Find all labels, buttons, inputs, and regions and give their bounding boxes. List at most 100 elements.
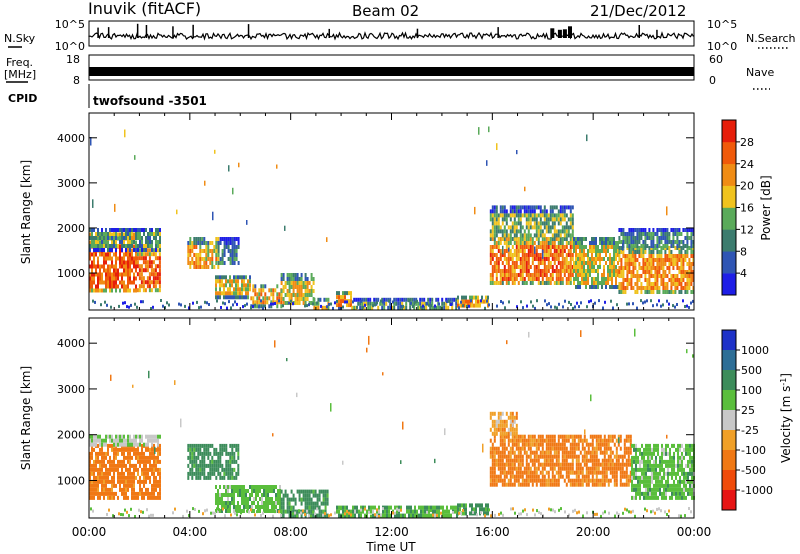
velocity-cell-region-8 bbox=[645, 447, 647, 452]
power-cell-region-1 bbox=[142, 256, 145, 261]
velocity-cell-region-3 bbox=[253, 485, 255, 489]
velocity-cell-region-0 bbox=[101, 471, 103, 476]
velocity-cell-region-3 bbox=[257, 493, 259, 497]
velocity-cell-region-7 bbox=[519, 458, 522, 463]
velocity-cell-region-1 bbox=[131, 438, 133, 443]
velocity-cell-region-7 bbox=[551, 434, 554, 439]
velocity-cell-region-7 bbox=[537, 466, 540, 471]
velocity-cell-region-3 bbox=[247, 497, 249, 501]
power-cell-region-12 bbox=[561, 257, 564, 261]
power-cell-region-12 bbox=[559, 277, 562, 281]
velocity-cell-region-8 bbox=[645, 471, 647, 476]
power-cell-region-2 bbox=[151, 248, 153, 252]
velocity-cell-region-7 bbox=[609, 470, 612, 475]
power-cell-region-0 bbox=[119, 280, 121, 285]
power-cell-region-14 bbox=[601, 237, 603, 241]
power-cell-region-12 bbox=[495, 257, 498, 261]
velocity-cell-region-7 bbox=[509, 478, 512, 483]
power-cell-region-5 bbox=[219, 275, 221, 280]
power-cell-region-13 bbox=[503, 225, 506, 230]
velocity-cell-region-4 bbox=[316, 501, 319, 506]
velocity-cell-region-7 bbox=[531, 438, 534, 443]
power-cell-region-15 bbox=[684, 290, 687, 294]
velocity-cell-region-2 bbox=[233, 475, 236, 480]
velocity-cell-region-0 bbox=[101, 491, 103, 496]
velocity-cell-region-0 bbox=[153, 487, 155, 492]
power-cell-region-0 bbox=[131, 260, 133, 265]
power-cell-region-12 bbox=[507, 237, 510, 241]
velocity-cell-region-7 bbox=[513, 458, 516, 463]
velocity-cell-region-8 bbox=[659, 467, 661, 472]
velocity-cell-region-7 bbox=[571, 470, 574, 475]
velocity-cell-region-7 bbox=[595, 478, 598, 483]
power-cell-region-14 bbox=[579, 281, 581, 285]
velocity-cell-region-8 bbox=[633, 483, 635, 488]
velocity-cell-region-7 bbox=[591, 434, 594, 439]
velocity-cell-region-8 bbox=[633, 495, 635, 500]
velocity-cell-region-3 bbox=[267, 485, 269, 489]
power-cell-region-5 bbox=[229, 295, 231, 300]
power-cell-region-6 bbox=[256, 300, 259, 305]
velocity-cell-region-0 bbox=[153, 467, 155, 472]
power-cell-region-12 bbox=[519, 269, 522, 273]
power-cell-region-14 bbox=[617, 261, 619, 265]
power-cell-region-13 bbox=[509, 209, 512, 214]
power-cell-region-14 bbox=[597, 273, 599, 277]
power-cell-region-13 bbox=[519, 205, 522, 210]
velocity-cell-region-3 bbox=[245, 505, 247, 509]
power-cell-region-15 bbox=[658, 258, 661, 262]
velocity-cell-region-7 bbox=[617, 466, 620, 471]
velocity-cell-region-5 bbox=[352, 513, 354, 518]
power-ground-scatter-cell bbox=[392, 300, 394, 304]
power-cell-region-13 bbox=[535, 217, 538, 222]
power-cell-region-15 bbox=[648, 270, 651, 274]
velocity-cell-region-0 bbox=[149, 451, 151, 456]
power-cell-region-7 bbox=[308, 293, 311, 297]
velocity-cell-region-7 bbox=[549, 466, 552, 471]
velocity-cell-region-7 bbox=[571, 446, 574, 451]
power-ground-scatter-cell bbox=[106, 303, 108, 307]
velocity-cell-region-0 bbox=[101, 479, 103, 484]
velocity-cell-region-7 bbox=[549, 462, 552, 467]
velocity-cell-region-3 bbox=[255, 489, 257, 493]
velocity-cell-region-2 bbox=[193, 447, 196, 452]
velocity-cell-region-0 bbox=[103, 495, 105, 500]
power-cell-region-15 bbox=[640, 282, 643, 286]
velocity-cell-region-2 bbox=[197, 443, 200, 448]
power-cell-region-14 bbox=[615, 273, 617, 277]
power-cell-region-16 bbox=[676, 232, 679, 236]
power-cell-region-13 bbox=[569, 233, 572, 238]
power-cell-region-15 bbox=[690, 274, 693, 278]
power-ground-scatter-cell bbox=[236, 302, 238, 306]
velocity-cell-region-0 bbox=[129, 483, 131, 488]
velocity-cell-region-1 bbox=[127, 442, 129, 447]
velocity-cell-region-8 bbox=[631, 467, 633, 472]
velocity-cell-region-7 bbox=[625, 466, 628, 471]
power-speckle-cell bbox=[92, 199, 94, 208]
power-cell-region-14 bbox=[607, 245, 609, 249]
power-cell-region-3 bbox=[201, 237, 204, 241]
velocity-cell-region-8 bbox=[631, 471, 633, 476]
power-cell-region-8 bbox=[315, 305, 318, 310]
power-cell-region-14 bbox=[599, 237, 601, 241]
velocity-cell-region-0 bbox=[113, 475, 115, 480]
velocity-cell-region-0 bbox=[89, 451, 91, 456]
power-cell-region-14 bbox=[615, 269, 617, 273]
power-cell-region-0 bbox=[129, 268, 131, 273]
power-cell-region-15 bbox=[656, 254, 659, 258]
power-cell-region-12 bbox=[539, 261, 542, 265]
power-cell-region-2 bbox=[103, 236, 105, 240]
velocity-cell-region-3 bbox=[237, 493, 239, 497]
velocity-cell-region-0 bbox=[157, 455, 159, 460]
power-cell-region-11 bbox=[473, 303, 475, 308]
power-cell-region-10 bbox=[451, 301, 454, 306]
power-cell-region-3 bbox=[191, 261, 194, 265]
velocity-cell-region-2 bbox=[197, 451, 200, 456]
velocity-cell-region-8 bbox=[653, 467, 655, 472]
velocity-cell-region-2 bbox=[205, 447, 208, 452]
power-cell-region-13 bbox=[503, 229, 506, 234]
power-cell-region-14 bbox=[617, 241, 619, 245]
power-cell-region-14 bbox=[601, 257, 603, 261]
velocity-cell-region-2 bbox=[199, 475, 202, 480]
